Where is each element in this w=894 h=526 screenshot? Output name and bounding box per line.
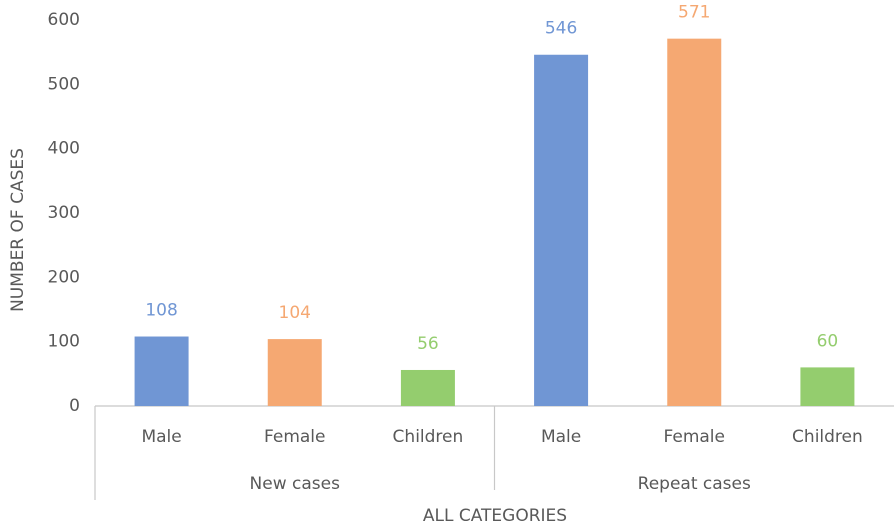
x-tick-label: Male: [541, 427, 581, 447]
y-axis-title: NUMBER OF CASES: [8, 148, 28, 312]
x-tick-label: Female: [664, 427, 725, 447]
y-tick-label: 300: [48, 203, 80, 223]
x-tick-label: Children: [792, 427, 863, 447]
group-label: Repeat cases: [638, 474, 751, 494]
value-label: 108: [145, 301, 177, 321]
x-tick-label: Female: [264, 427, 325, 447]
x-tick-label: Children: [393, 427, 464, 447]
value-label: 104: [279, 303, 311, 323]
value-label: 546: [545, 19, 577, 39]
y-tick-label: 200: [48, 267, 80, 287]
x-axis-title: ALL CATEGORIES: [423, 506, 567, 526]
bar: [267, 339, 322, 406]
y-tick-label: 0: [69, 396, 80, 416]
y-tick-label: 500: [48, 74, 80, 94]
bar: [400, 369, 455, 406]
bar: [534, 54, 589, 407]
y-tick-label: 100: [48, 332, 80, 352]
value-label: 56: [417, 334, 439, 354]
group-label: New cases: [250, 474, 341, 494]
value-label: 571: [678, 3, 710, 23]
bar: [800, 367, 855, 406]
bar: [134, 336, 189, 406]
y-tick-label: 600: [48, 10, 80, 30]
x-tick-label: Male: [141, 427, 181, 447]
bar: [667, 38, 722, 406]
y-tick-label: 400: [48, 139, 80, 159]
value-label: 60: [817, 331, 839, 351]
